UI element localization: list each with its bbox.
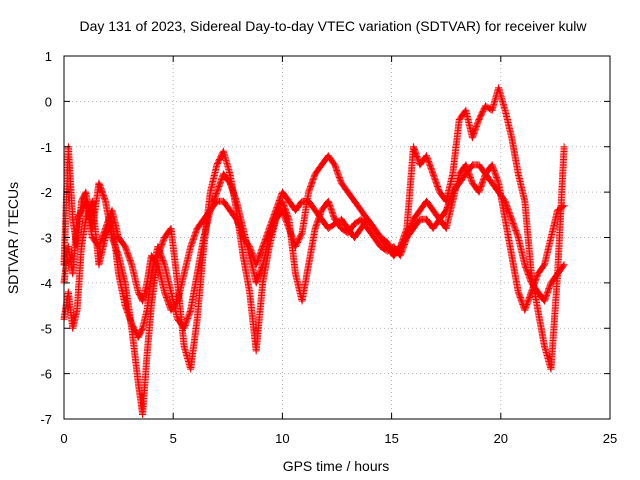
y-tick-label: 1 <box>45 49 52 64</box>
x-tick-label: 25 <box>603 431 617 446</box>
y-tick-label: -5 <box>40 321 52 336</box>
x-tick-label: 0 <box>60 431 67 446</box>
y-tick-label: -1 <box>40 140 52 155</box>
y-tick-label: -3 <box>40 231 52 246</box>
chart-title: Day 131 of 2023, Sidereal Day-to-day VTE… <box>79 18 587 34</box>
grid-layer <box>64 56 610 419</box>
y-tick-label: -2 <box>40 185 52 200</box>
y-tick-label: -4 <box>40 276 52 291</box>
x-tick-label: 5 <box>170 431 177 446</box>
series-track-b <box>60 161 568 341</box>
y-tick-label: -7 <box>40 412 52 427</box>
series-markers <box>60 161 568 341</box>
x-tick-label: 10 <box>275 431 289 446</box>
x-tick-label: 15 <box>384 431 398 446</box>
x-axis-label: GPS time / hours <box>283 458 390 474</box>
data-layer <box>60 84 568 418</box>
x-tick-label: 20 <box>494 431 508 446</box>
y-axis-label: SDTVAR / TECUs <box>5 182 21 294</box>
y-tick-label: -6 <box>40 367 52 382</box>
y-tick-label: 0 <box>45 94 52 109</box>
